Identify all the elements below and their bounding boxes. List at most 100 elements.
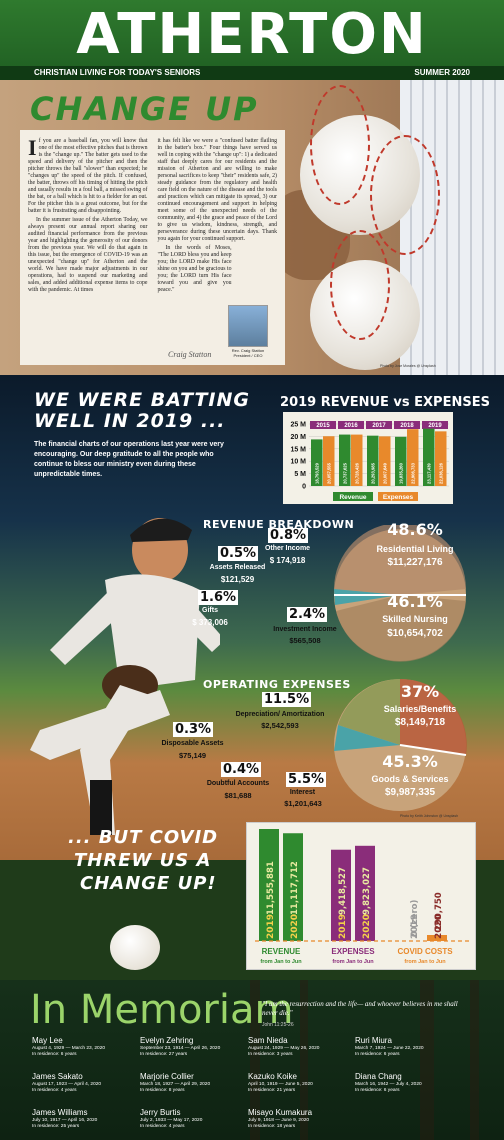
group-sublabel: from Jan to Jun bbox=[332, 959, 374, 965]
memoriam-name: Diana Chang bbox=[355, 1072, 402, 1081]
memoriam-residence: In residence: 4 years bbox=[140, 1124, 185, 1129]
baseball-icon bbox=[110, 925, 160, 970]
tagline: CHRISTIAN LIVING FOR TODAY'S SENIORS bbox=[34, 68, 201, 77]
pie-value: $9,987,335 bbox=[384, 787, 436, 798]
year-band bbox=[338, 421, 364, 429]
memoriam-dates: March 18, 1927 — April 29, 2020 bbox=[140, 1082, 211, 1087]
pie-pct: 48.6% bbox=[387, 520, 443, 539]
bar-value-label: 9,823,027 bbox=[362, 867, 372, 915]
bar-value-label: 20,293,985 bbox=[371, 462, 376, 484]
memoriam-title: In Memoriam bbox=[30, 987, 294, 1033]
x-tick-label: 2016 bbox=[344, 423, 358, 429]
pie-value: $ 174,918 bbox=[269, 556, 306, 565]
bar-value-label: 11,117,712 bbox=[290, 861, 300, 915]
pie-pct: 37% bbox=[400, 682, 440, 701]
memoriam-quote-source: John 11:25-26 bbox=[262, 1022, 294, 1028]
memoriam-residence: In residence: 8 years bbox=[140, 1088, 185, 1093]
memoriam-dates: July 10, 1917 — April 16, 2020 bbox=[32, 1118, 98, 1123]
change-up-heading: CHANGE UP bbox=[30, 90, 259, 128]
pie-label: Other Income bbox=[264, 545, 311, 552]
pie-slice-skilled bbox=[336, 595, 466, 662]
signature: Craig Statton bbox=[168, 350, 212, 359]
bar-year-label: 2019 bbox=[410, 914, 420, 939]
bar-value-label: 11,555,881 bbox=[266, 861, 276, 915]
bar-value-label: 9,418,527 bbox=[338, 867, 348, 915]
memoriam-residence: In residence: 27 years bbox=[140, 1052, 188, 1057]
x-tick-label: 2018 bbox=[400, 423, 414, 429]
expenses-pie bbox=[334, 678, 467, 811]
article-paragraph: f you are a baseball fan, you will know … bbox=[28, 138, 148, 214]
memoriam-name: Misayo Kumakura bbox=[248, 1108, 313, 1117]
pie-label: Salaries/Benefits bbox=[383, 704, 457, 714]
batting-heading: WE WERE BATTING WELL IN 2019 ... bbox=[34, 390, 250, 432]
bar-year-label: 2020 bbox=[434, 914, 444, 939]
bar-value-label: 22,036,126 bbox=[439, 462, 444, 484]
memoriam-residence: In residence: 6 years bbox=[355, 1052, 400, 1057]
article-paragraph: In the summer issue of the Atherton Toda… bbox=[28, 217, 148, 293]
bar-value-label: 23,117,439 bbox=[427, 463, 432, 484]
y-tick-label: 25 M bbox=[290, 422, 306, 429]
rev-exp-chart-title: 2019 REVENUE vs EXPENSES bbox=[280, 395, 490, 410]
pie-pct: 0.4% bbox=[221, 762, 262, 777]
bar bbox=[423, 428, 435, 486]
x-tick-label: 2019 bbox=[428, 423, 442, 429]
y-tick-label: 15 M bbox=[290, 446, 306, 453]
pie-label: Residential Living bbox=[376, 544, 454, 554]
memoriam-residence: In residence: 6 years bbox=[32, 1052, 77, 1057]
memoriam-residence: In residence: 3 years bbox=[248, 1052, 293, 1057]
pie-value: $121,529 bbox=[220, 575, 255, 584]
memoriam-dates: March 16, 1942 — July 4, 2020 bbox=[355, 1082, 422, 1087]
pie-value: $75,149 bbox=[178, 751, 207, 760]
masthead-subrow: CHRISTIAN LIVING FOR TODAY'S SENIORS SUM… bbox=[0, 66, 504, 80]
memoriam-dates: March 7, 1924 — June 22, 2020 bbox=[355, 1046, 424, 1051]
bar-value-label: 20,737,625 bbox=[343, 462, 348, 484]
baseball-icon bbox=[310, 230, 420, 370]
pie-label: Gifts bbox=[202, 607, 218, 614]
pie-pct: 46.1% bbox=[387, 592, 443, 611]
memoriam-name: Jerry Burtis bbox=[140, 1108, 181, 1117]
bar bbox=[355, 845, 375, 941]
bar-value-label: 290,750 bbox=[434, 892, 444, 931]
year-band bbox=[310, 421, 336, 429]
memoriam-residence: In residence: 18 years bbox=[248, 1124, 296, 1129]
covid-heading-line: CHANGE UP! bbox=[80, 873, 217, 894]
group-label: REVENUE bbox=[262, 947, 301, 956]
memoriam-dates: August 4, 1929 — March 23, 2020 bbox=[32, 1046, 106, 1051]
memoriam-name: Marjorie Collier bbox=[140, 1072, 194, 1081]
pie-slice-residential bbox=[334, 525, 466, 595]
revenue-breakdown-title: REVENUE BREAKDOWN bbox=[203, 518, 355, 531]
memoriam-residence: In residence: 6 years bbox=[355, 1088, 400, 1093]
y-tick-label: 0 bbox=[302, 484, 306, 491]
pie-label: Goods & Services bbox=[371, 774, 449, 784]
bar bbox=[339, 434, 351, 486]
bar bbox=[435, 431, 447, 486]
batting-heading-line: WE WERE BATTING bbox=[34, 389, 251, 411]
bar-value-label: 0 (zero) bbox=[410, 899, 420, 937]
drop-cap: I bbox=[28, 135, 37, 160]
pie-label: Disposable Assets bbox=[161, 740, 224, 747]
covid-heading: ... BUT COVID THREW US A CHANGE UP! bbox=[68, 826, 218, 895]
pie-value: $2,542,593 bbox=[261, 721, 299, 730]
baseball-icon bbox=[300, 85, 440, 255]
memoriam-residence: In residence: 21 years bbox=[248, 1088, 296, 1093]
memoriam-quote: "I am the resurrection and the life— and… bbox=[262, 1000, 458, 1017]
memoriam-name: May Lee bbox=[32, 1036, 63, 1045]
group-label: EXPENSES bbox=[331, 947, 375, 956]
bar bbox=[395, 436, 407, 486]
revenue-pie bbox=[334, 525, 466, 662]
group-label: COVID COSTS bbox=[397, 947, 453, 956]
bar-value-label: 20,007,649 bbox=[383, 462, 388, 484]
memoriam-name: Sam Nieda bbox=[248, 1036, 288, 1045]
pie-pct: 2.4% bbox=[287, 607, 328, 622]
bar-value-label: 18,793,529 bbox=[315, 462, 320, 484]
bar bbox=[367, 435, 379, 486]
issue-label: SUMMER 2020 bbox=[414, 68, 470, 77]
memoriam-dates: July 2, 1933 — May 17, 2020 bbox=[140, 1118, 203, 1123]
memoriam-dates: September 23, 1914 — April 26, 2020 bbox=[140, 1046, 221, 1051]
bar-value-label: 20,728,426 bbox=[355, 462, 360, 484]
article-paragraph: it has felt like we were a "confused bat… bbox=[157, 138, 278, 242]
pie-pct: 0.3% bbox=[173, 722, 214, 737]
memoriam-section bbox=[0, 980, 504, 1140]
bar bbox=[427, 935, 447, 941]
operating-expenses-title: OPERATING EXPENSES bbox=[203, 678, 351, 691]
